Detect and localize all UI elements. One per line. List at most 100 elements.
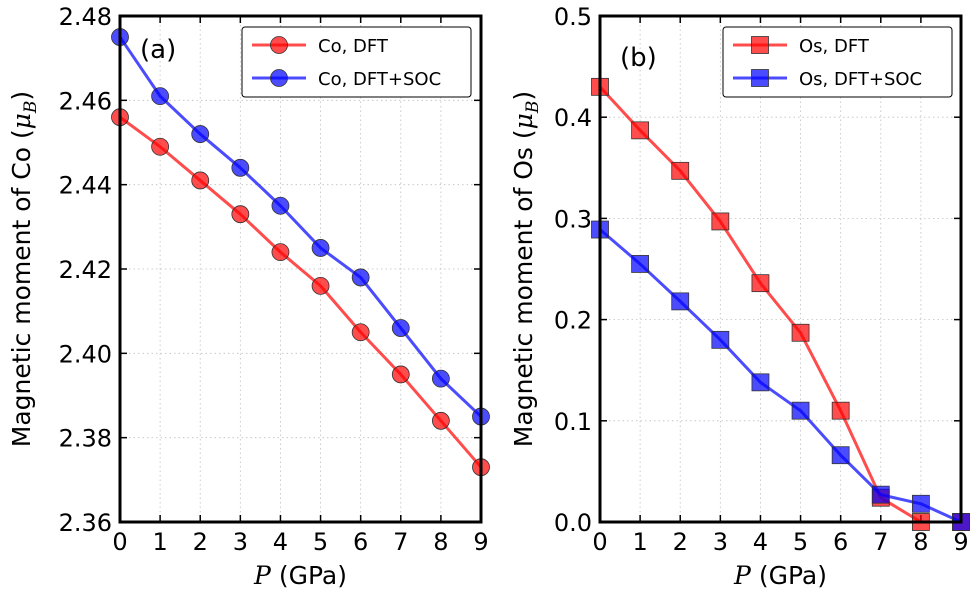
legend: Os, DFT Os, DFT+SOC [722, 26, 953, 98]
series-os-dft-soc [591, 220, 970, 531]
x-tick-label: 1 [632, 528, 647, 556]
data-point [751, 274, 770, 293]
legend: Co, DFT Co, DFT+SOC [241, 26, 472, 98]
y-axis-label-mu: μ [509, 113, 538, 129]
y-tick-label: 2.40 [59, 340, 112, 368]
data-point [791, 323, 810, 342]
data-point [711, 212, 730, 231]
series-line [598, 85, 961, 524]
data-point [151, 137, 170, 156]
data-point [271, 243, 290, 262]
data-point [711, 330, 730, 349]
data-point [791, 401, 810, 420]
y-axis-label-sub: B [21, 101, 41, 115]
panel-label: (a) [140, 35, 176, 65]
data-point [831, 446, 850, 465]
panel-label: (b) [620, 43, 657, 73]
y-tick-label: 2.48 [59, 3, 112, 31]
data-point [751, 373, 770, 392]
x-tick-label: 0 [112, 528, 127, 556]
legend-marker [751, 69, 769, 87]
data-point [191, 171, 210, 190]
x-tick-label: 1 [152, 528, 167, 556]
legend-marker [751, 36, 769, 54]
x-axis-label-symbol: P [253, 561, 272, 590]
data-point [431, 411, 450, 430]
y-axis-label-sub: B [523, 101, 543, 115]
data-point [351, 268, 370, 287]
data-point [631, 255, 650, 273]
series-line [599, 228, 962, 524]
series-co-dft [111, 108, 490, 477]
y-axis-label-mu: μ [7, 113, 36, 129]
panel-b: 0 1 2 3 4 5 6 7 8 90.00.10.20.30.40.5(b) Os, DFTOs… [509, 3, 970, 590]
plot-frame [598, 14, 963, 524]
data-point [311, 276, 330, 295]
y-tick-label: 0.3 [554, 205, 592, 233]
x-tick-label: 2 [673, 528, 688, 556]
plot-frame [118, 14, 483, 524]
legend-label: Co, DFT+SOC [318, 69, 441, 90]
data-point [311, 239, 330, 257]
legend-label: Os, DFT [799, 36, 870, 57]
y-tick-label: 0.2 [554, 307, 592, 335]
legend-marker [270, 69, 288, 87]
x-tick-label: 3 [713, 528, 728, 556]
y-axis-label-text: Magnetic moment of Co ( [7, 129, 36, 447]
x-tick-label: 7 [873, 528, 888, 556]
x-axis-label-symbol: P [733, 561, 752, 590]
x-tick-label: 4 [753, 528, 768, 556]
y-axis-label-text: Magnetic moment of Os ( [509, 129, 538, 447]
legend-label: Co, DFT [318, 36, 389, 57]
x-axis-label-unit: (GPa) [759, 561, 827, 590]
data-point [231, 205, 250, 224]
data-point [671, 292, 690, 311]
y-axis-label-close: ) [509, 91, 538, 101]
y-tick-label: 2.38 [59, 425, 112, 453]
data-point [391, 319, 410, 337]
y-axis-label: Magnetic moment of Co (μB) [7, 91, 41, 447]
data-point [431, 369, 450, 388]
x-tick-label: 7 [393, 528, 408, 556]
x-axis-label-unit: (GPa) [279, 561, 347, 590]
series-line [119, 115, 483, 469]
data-point [191, 125, 210, 143]
x-tick-label: 2 [193, 528, 208, 556]
legend-marker [270, 36, 288, 54]
x-tick-label: 6 [353, 528, 368, 556]
series-os-dft [591, 77, 970, 531]
x-tick-label: 5 [793, 528, 808, 556]
data-point [631, 121, 650, 140]
x-tick-label: 9 [953, 528, 968, 556]
y-tick-label: 0.5 [554, 3, 592, 31]
data-point [231, 158, 250, 177]
x-tick-label: 9 [473, 528, 488, 556]
data-point [351, 323, 370, 342]
series-line [118, 36, 483, 418]
y-tick-label: 0.1 [554, 408, 592, 436]
x-tick-label: 3 [233, 528, 248, 556]
data-point [151, 87, 170, 106]
data-point [831, 401, 850, 420]
legend-label: Os, DFT+SOC [799, 69, 922, 90]
y-axis-label: Magnetic moment of Os (μB) [509, 91, 543, 447]
y-tick-label: 2.44 [59, 172, 112, 200]
x-tick-label: 8 [433, 528, 448, 556]
y-tick-label: 2.36 [59, 509, 112, 537]
y-tick-label: 2.42 [59, 256, 112, 284]
x-axis-label: P (GPa) [253, 561, 347, 590]
data-point [271, 196, 290, 215]
data-point [391, 365, 410, 384]
y-axis-label-close: ) [7, 91, 36, 101]
x-tick-label: 5 [313, 528, 328, 556]
panel-a: 0 1 2 3 4 5 6 7 8 9 2.36 2.38 2.40 2.42 2.44 2.46 2.48 (a… [7, 3, 490, 590]
y-tick-label: 2.46 [59, 87, 112, 115]
data-point [911, 494, 930, 513]
y-tick-label: 0.0 [554, 509, 592, 537]
data-point [671, 161, 690, 180]
y-tick-label: 0.4 [554, 104, 592, 132]
x-tick-label: 0 [592, 528, 607, 556]
x-tick-label: 8 [913, 528, 928, 556]
data-point [871, 485, 890, 504]
